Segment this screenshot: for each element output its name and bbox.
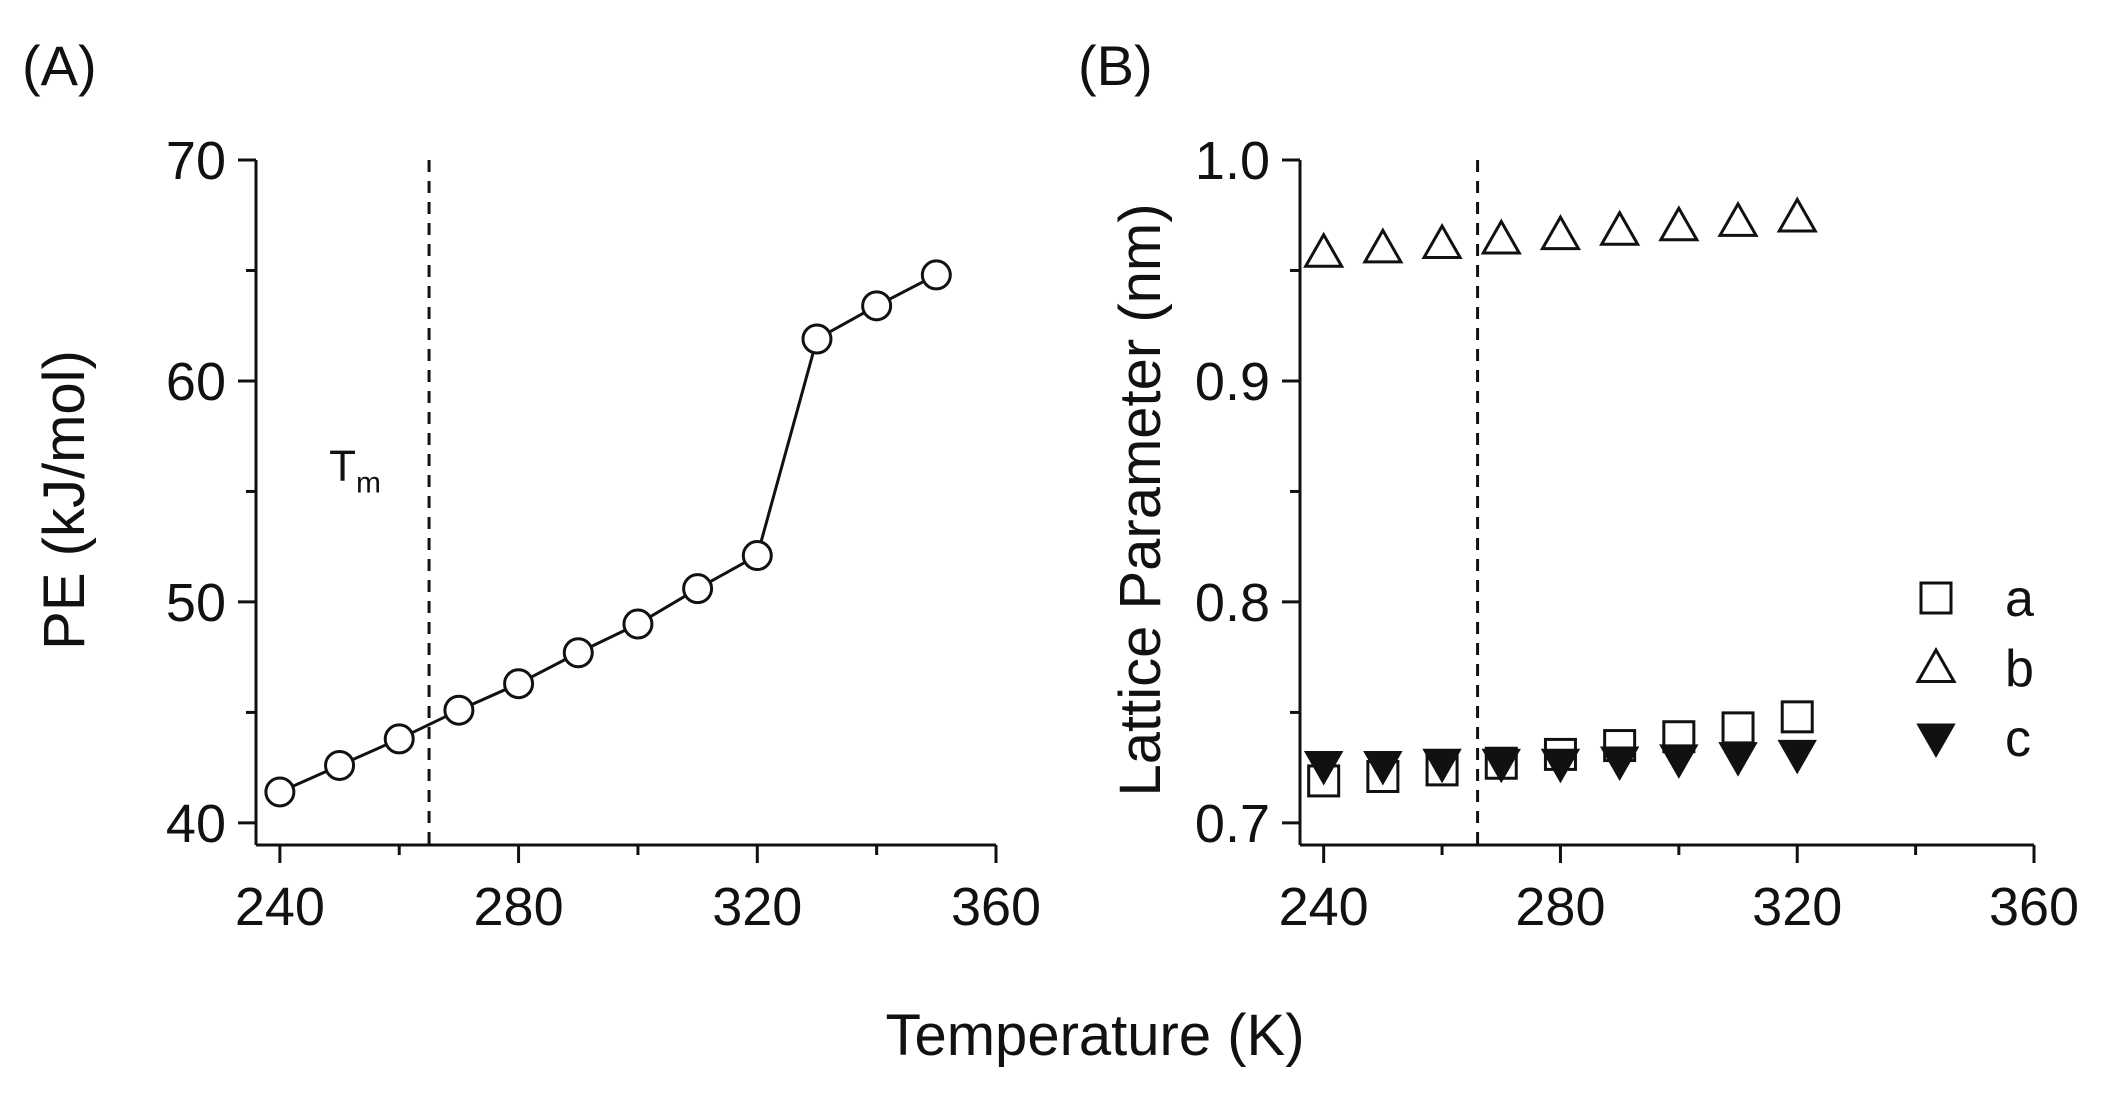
panel-b-point-b-270	[1480, 218, 1522, 255]
panel-a-ytick-label-50: 50	[166, 573, 226, 633]
panel-b-ytick-label-0.9: 0.9	[1195, 352, 1270, 412]
panel-a-point-PE-250	[324, 749, 356, 781]
legend-marker-b	[1915, 646, 1957, 683]
panel-b-point-c-320	[1777, 739, 1817, 775]
panel-a-chart: 240 280 320 360 40 50 60 70 Tm	[166, 131, 1041, 937]
panel-b-ytick-label-0.7: 0.7	[1195, 794, 1270, 854]
panel-a-point-PE-260	[383, 723, 415, 755]
panel-a-annotation-subscript: m	[356, 466, 381, 499]
panel-b-point-c-270	[1481, 748, 1521, 784]
panel-a-point-PE-280	[503, 668, 535, 700]
panel-a-point-PE-300	[622, 608, 654, 640]
panel-a-label: (A)	[22, 34, 97, 97]
panel-b-point-c-260	[1422, 748, 1462, 784]
panel-b-point-c-240	[1303, 750, 1344, 786]
panel-a-xtick-label-280: 280	[474, 877, 564, 937]
legend-label-b: b	[2005, 640, 2034, 698]
panel-b-point-c-280	[1540, 748, 1581, 784]
panel-b-point-c-250	[1363, 750, 1403, 786]
panel-b-point-b-240	[1303, 231, 1345, 268]
panel-a-ytick-label-60: 60	[166, 352, 226, 412]
panel-b-point-c-310	[1718, 742, 1758, 777]
panel-b-point-b-300	[1658, 205, 1700, 242]
panel-a-point-PE-320	[741, 540, 773, 572]
legend-label-a: a	[2005, 570, 2034, 628]
ylabel-panel-b: Lattice Parameter (nm)	[1108, 203, 1173, 796]
legend-label-c: c	[2005, 710, 2031, 768]
panel-b-point-b-320	[1776, 196, 1818, 233]
panel-a-annotation-tm: Tm	[329, 441, 381, 499]
panel-a-ytick-label-70: 70	[166, 131, 226, 191]
panel-b-xtick-label-280: 280	[1515, 877, 1605, 937]
panel-a-ytick-label-40: 40	[166, 794, 226, 854]
panel-b-point-b-280	[1539, 214, 1582, 251]
ylabel-panel-a: PE (kJ/mol)	[32, 350, 97, 650]
panel-b-xtick-label-240: 240	[1279, 877, 1369, 937]
panel-a-xtick-label-320: 320	[712, 877, 802, 937]
panel-a-point-PE-240	[264, 776, 296, 808]
panel-a-point-PE-290	[562, 637, 594, 669]
legend-marker-a	[1919, 581, 1953, 615]
panel-b-point-a-310	[1721, 711, 1755, 745]
panel-b-point-c-290	[1599, 746, 1640, 782]
panel-b-label: (B)	[1078, 34, 1153, 97]
panel-b-xtick-label-320: 320	[1752, 877, 1842, 937]
panel-b-xtick-label-360: 360	[1989, 877, 2079, 937]
panel-b-point-b-260	[1421, 222, 1463, 259]
panel-b-ytick-label-0.8: 0.8	[1195, 573, 1270, 633]
panel-a-point-PE-270	[443, 694, 475, 726]
panel-a-point-PE-330	[801, 323, 833, 355]
panel-a-point-PE-350	[920, 259, 952, 291]
shared-xlabel: Temperature (K)	[885, 1003, 1304, 1068]
panel-a-series-line	[279, 273, 938, 794]
panel-a-xtick-label-240: 240	[235, 877, 325, 937]
panel-b-point-a-320	[1780, 700, 1814, 734]
panel-b-point-b-310	[1717, 200, 1759, 237]
panel-b-ytick-label-1.0: 1.0	[1195, 131, 1270, 191]
panel-b-chart: 240 280 320 360 0.7 0.8 0.9 1.0 abc	[1195, 131, 2079, 937]
panel-b-point-c-300	[1659, 744, 1699, 779]
panel-a-point-PE-310	[682, 573, 714, 605]
legend-marker-c	[1916, 723, 1956, 759]
panel-a-point-PE-340	[861, 290, 893, 322]
panel-a-xtick-label-360: 360	[951, 877, 1041, 937]
panel-b-point-b-290	[1599, 209, 1641, 246]
panel-b-point-b-250	[1362, 227, 1404, 264]
